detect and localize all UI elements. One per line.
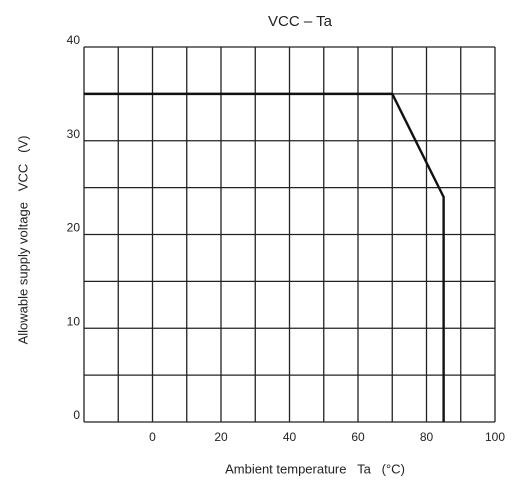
x-tick-label: 20 bbox=[214, 430, 228, 444]
y-tick-label: 30 bbox=[67, 127, 81, 141]
y-tick-label: 10 bbox=[67, 314, 81, 328]
x-tick-label: 100 bbox=[485, 430, 505, 444]
x-tick-label: 0 bbox=[149, 430, 156, 444]
x-tick-label: 40 bbox=[283, 430, 297, 444]
data-line bbox=[84, 92, 445, 422]
y-tick-label: 0 bbox=[73, 408, 80, 422]
y-tick-label: 40 bbox=[67, 33, 81, 47]
x-tick-label: 60 bbox=[351, 430, 365, 444]
chart-title: VCC – Ta bbox=[268, 13, 333, 30]
y-axis-label: Allowable supply voltage VCC (V) bbox=[15, 136, 30, 345]
x-axis-label: Ambient temperature Ta (°C) bbox=[225, 461, 405, 476]
x-tick-label: 80 bbox=[420, 430, 434, 444]
y-tick-label: 20 bbox=[67, 221, 81, 235]
